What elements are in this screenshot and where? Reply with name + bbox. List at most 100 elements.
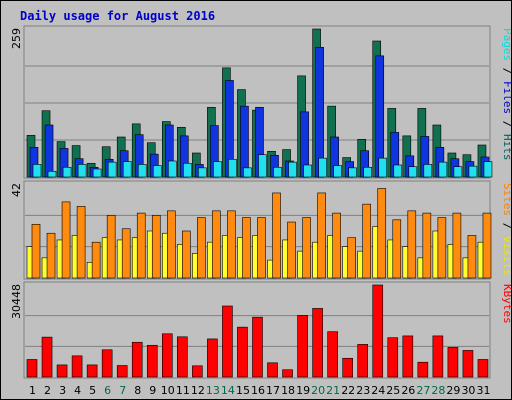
bar-sites-day-29 <box>452 212 462 279</box>
bar-files-day-2 <box>44 124 54 178</box>
x-tick-label-4: 4 <box>74 384 81 397</box>
bar-kbytes-day-24 <box>372 284 384 378</box>
bar-kbytes-day-5 <box>86 364 98 378</box>
x-tick-label-23: 23 <box>356 384 370 397</box>
x-tick-label-25: 25 <box>386 384 400 397</box>
x-tick-label-28: 28 <box>431 384 445 397</box>
chart-panel-3: 30448 KBytes <box>10 281 511 379</box>
x-tick-label-12: 12 <box>191 384 205 397</box>
bar-sites-day-5 <box>91 241 101 279</box>
x-tick-label-18: 18 <box>281 384 295 397</box>
bar-sites-day-13 <box>212 210 221 279</box>
bar-sites-day-1 <box>31 223 41 279</box>
bar-sites-day-8 <box>136 212 146 279</box>
bar-pages-day-27 <box>423 164 433 178</box>
x-tick-label-29: 29 <box>446 384 460 397</box>
x-tick-label-30: 30 <box>461 384 475 397</box>
legend-3: KBytes <box>501 284 511 324</box>
bar-kbytes-day-4 <box>71 355 83 378</box>
bar-sites-day-21 <box>332 212 341 279</box>
bar-pages-day-13 <box>213 161 222 178</box>
legend-item: Pages <box>501 28 511 61</box>
x-tick-label-21: 21 <box>326 384 340 397</box>
x-tick-label-14: 14 <box>221 384 235 397</box>
x-tick-label-5: 5 <box>89 384 96 397</box>
bar-kbytes-day-27 <box>417 361 429 378</box>
bar-kbytes-day-14 <box>222 305 233 378</box>
bar-sites-day-3 <box>61 201 71 279</box>
bar-kbytes-day-21 <box>327 331 338 378</box>
bar-pages-day-7 <box>122 161 132 178</box>
x-tick-label-1: 1 <box>29 384 36 397</box>
legend-separator: / <box>501 114 511 134</box>
bar-kbytes-day-23 <box>357 344 369 378</box>
bar-pages-day-1 <box>32 164 42 178</box>
bar-kbytes-day-2 <box>41 336 53 378</box>
bar-kbytes-day-6 <box>101 349 113 378</box>
bar-kbytes-day-12 <box>192 365 203 378</box>
bar-sites-day-11 <box>182 230 191 279</box>
bar-pages-day-14 <box>228 158 237 178</box>
bar-pages-day-19 <box>303 164 312 178</box>
legend-item: Files <box>501 81 511 114</box>
bar-files-day-15 <box>240 105 249 178</box>
bar-kbytes-day-9 <box>146 344 158 378</box>
bar-sites-day-23 <box>362 203 372 279</box>
bar-pages-day-6 <box>107 161 117 178</box>
bar-kbytes-day-25 <box>387 337 399 378</box>
bar-pages-day-9 <box>152 165 162 178</box>
bar-sites-day-16 <box>257 217 266 279</box>
bar-sites-day-27 <box>422 212 432 279</box>
bar-kbytes-day-22 <box>342 357 353 378</box>
bar-sites-day-18 <box>287 221 296 279</box>
x-tick-label-17: 17 <box>266 384 280 397</box>
bar-pages-day-25 <box>393 164 403 178</box>
bar-sites-day-6 <box>106 215 116 279</box>
x-tick-label-11: 11 <box>176 384 190 397</box>
x-tick-label-9: 9 <box>149 384 156 397</box>
bar-kbytes-day-7 <box>116 365 128 378</box>
x-tick-label-31: 31 <box>476 384 490 397</box>
bar-pages-day-28 <box>438 161 448 178</box>
bar-kbytes-day-17 <box>267 362 278 378</box>
bar-sites-day-14 <box>227 210 236 279</box>
bar-sites-day-4 <box>76 206 86 279</box>
bar-kbytes-day-18 <box>282 369 293 378</box>
x-tick-label-7: 7 <box>119 384 126 397</box>
x-tick-label-6: 6 <box>104 384 111 397</box>
bar-kbytes-day-29 <box>447 347 459 378</box>
bar-sites-day-26 <box>407 210 417 279</box>
bar-sites-day-2 <box>46 232 56 279</box>
bar-kbytes-day-8 <box>131 341 143 378</box>
bar-kbytes-day-3 <box>56 364 68 378</box>
bar-pages-day-26 <box>408 166 418 178</box>
bar-sites-day-22 <box>347 237 356 279</box>
bar-pages-day-16 <box>258 154 267 178</box>
bar-kbytes-day-30 <box>462 350 474 378</box>
bar-pages-day-18 <box>288 161 297 178</box>
x-tick-label-19: 19 <box>296 384 310 397</box>
bar-sites-day-28 <box>437 217 447 279</box>
x-tick-label-20: 20 <box>311 384 325 397</box>
bar-pages-day-20 <box>318 157 327 178</box>
bar-sites-day-31 <box>482 212 492 279</box>
bar-pages-day-12 <box>198 167 207 178</box>
x-tick-label-27: 27 <box>416 384 430 397</box>
bar-kbytes-day-13 <box>207 338 218 378</box>
bar-sites-day-7 <box>121 228 131 279</box>
bar-pages-day-8 <box>137 164 147 178</box>
x-tick-label-3: 3 <box>59 384 66 397</box>
bar-pages-day-31 <box>483 161 493 178</box>
bar-pages-day-29 <box>453 166 463 178</box>
bar-pages-day-22 <box>348 167 357 178</box>
bar-pages-day-4 <box>77 164 87 178</box>
bar-kbytes-day-31 <box>477 359 489 378</box>
bar-sites-day-9 <box>151 215 161 279</box>
bar-pages-day-21 <box>333 165 342 178</box>
bar-kbytes-day-16 <box>252 316 263 378</box>
legend-separator: / <box>501 61 511 81</box>
bar-pages-day-23 <box>363 166 373 178</box>
x-tick-label-22: 22 <box>341 384 355 397</box>
